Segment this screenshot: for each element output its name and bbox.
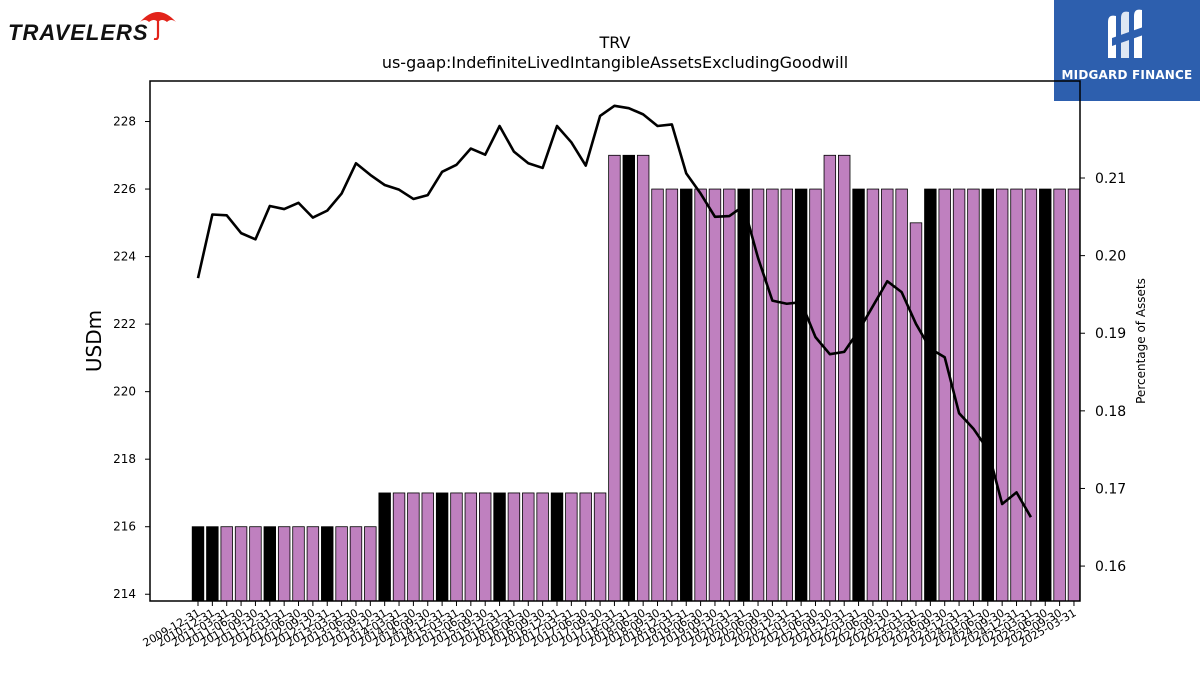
y2-tick-label: 0.19 [1095,326,1126,342]
bar [450,492,463,602]
travelers-logo: TRAVELERS [8,6,178,46]
bar [766,188,779,602]
bar [593,492,607,602]
bar [751,188,765,602]
bar [507,492,521,602]
bar [579,492,592,602]
line-series [196,104,1033,518]
bar [421,492,434,602]
bar [565,492,578,602]
y-axis: 214 216 218 220 222 224 226 228 [113,115,150,601]
bar [995,188,1009,602]
bar [608,154,621,602]
bar [493,492,506,602]
y2-tick-label: 0.16 [1095,559,1126,575]
bar [378,492,391,602]
bar [335,526,348,602]
bar [967,188,980,602]
travelers-logo-text: TRAVELERS [8,20,149,45]
y-tick-label: 218 [113,452,136,466]
bar [1067,188,1081,602]
bar [665,188,679,602]
line-path [196,104,1033,518]
bar [206,526,219,602]
bar [522,492,535,602]
bar [895,188,908,602]
bar [435,492,449,602]
bar [1039,188,1052,602]
bar [651,188,664,602]
bar [550,492,564,602]
bar [321,526,334,602]
midgard-m-icon [1108,9,1146,59]
bar-series [191,154,1081,602]
y-tick-label: 214 [113,587,136,601]
bar [364,526,377,602]
bar [1053,188,1066,602]
y-tick-label: 226 [113,182,136,196]
bar [780,188,793,602]
umbrella-icon [140,12,176,40]
y2-tick-label: 0.21 [1095,171,1126,187]
y2-tick-label: 0.17 [1095,481,1126,497]
bar [866,188,880,602]
chart-subtitle: us-gaap:IndefiniteLivedIntangibleAssetsE… [382,53,848,72]
bar [680,188,693,602]
bar [1010,188,1023,602]
y2-axis-label: Percentage of Assets [1134,278,1148,404]
bar [636,154,650,602]
bar [191,526,205,602]
bar [838,154,851,602]
bar [981,188,995,602]
bar [708,188,722,602]
bar [809,188,822,602]
y-tick-label: 228 [113,115,136,129]
bar [694,188,707,602]
bar [407,492,420,602]
x-axis: 2009-12-312010-12-312011-03-312011-06-30… [141,601,1078,650]
midgard-finance-logo: MIDGARD FINANCE [1054,0,1200,101]
bar [938,188,951,602]
bar [909,222,923,602]
y2-tick-label: 0.20 [1095,249,1126,265]
y2-tick-label: 0.18 [1095,404,1126,420]
bar [536,492,549,602]
bar [478,492,492,602]
bar [622,154,636,602]
bar [292,526,305,602]
y-tick-label: 220 [113,385,136,399]
chart-title: TRV [599,33,631,52]
bar [737,188,750,602]
bar [823,154,837,602]
bar [249,526,262,602]
bar [1024,188,1038,602]
y-axis-label: USDm [82,310,106,372]
bar [220,526,233,602]
bar [306,526,320,602]
y2-axis: 0.16 0.17 0.18 0.19 0.20 0.21 [1080,171,1126,575]
bar [349,526,363,602]
y-tick-label: 224 [113,250,136,264]
plot-frame [149,80,1081,602]
y-tick-label: 222 [113,317,136,331]
midgard-finance-text: MIDGARD FINANCE [1061,68,1193,82]
y-tick-label: 216 [113,520,136,534]
bar [277,526,291,602]
bar [794,188,808,602]
bar [263,526,277,602]
bar [924,188,937,602]
bar [852,188,865,602]
bar [234,526,248,602]
bar [464,492,478,602]
bar [392,492,406,602]
bar [723,188,736,602]
bar [881,188,894,602]
